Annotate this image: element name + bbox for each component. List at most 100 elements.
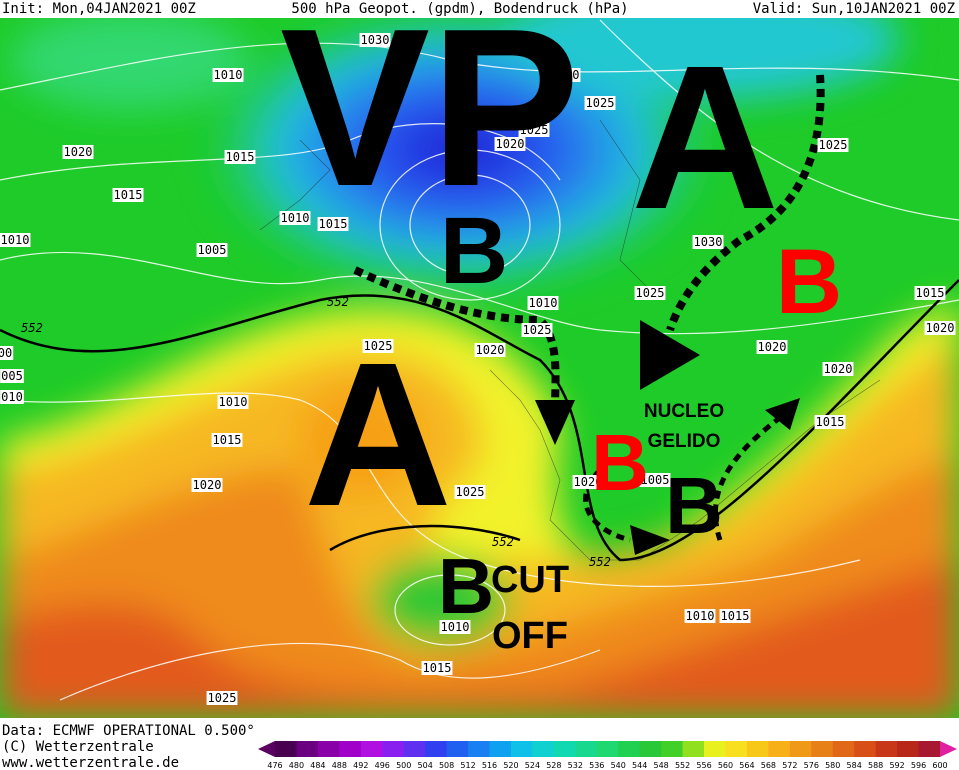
isobar-label-bg [206, 691, 238, 705]
isobar-label: 1020 [758, 340, 787, 354]
colorbar-label: 576 [804, 761, 819, 770]
colorbar-label: 524 [525, 761, 540, 770]
isobar-label-bg [684, 609, 716, 623]
colorbar-swatch [489, 741, 512, 757]
colorbar-swatch [510, 741, 533, 757]
isobar-label-bg [474, 343, 506, 357]
isobar-label-bg [639, 473, 671, 487]
colorbar-swatch [317, 741, 340, 757]
isobar-label-bg [212, 68, 244, 82]
isobar-label: 1025 [636, 286, 665, 300]
colorbar-swatch [682, 741, 705, 757]
colorbar-label: 484 [310, 761, 325, 770]
isobar-label-bg [359, 33, 391, 47]
annotation: VP [280, 0, 580, 233]
colorbar-label: 508 [439, 761, 454, 770]
colorbar-label: 512 [460, 761, 475, 770]
isobar-label-bg [191, 478, 223, 492]
colorbar-end [257, 741, 275, 757]
annotation: A [631, 23, 779, 252]
colorbar-label: 552 [675, 761, 690, 770]
isobar-label: 1020 [574, 475, 603, 489]
valid-time: Valid: Sun,10JAN2021 00Z [753, 1, 955, 17]
colorbar-label: 596 [911, 761, 926, 770]
colorbar-label: 584 [847, 761, 862, 770]
isobar-label-bg [692, 235, 724, 249]
data-source: Data: ECMWF OPERATIONAL 0.500° [2, 723, 255, 739]
isobar-label-bg [317, 217, 349, 231]
isobar-label-bg [217, 395, 249, 409]
colorbar-label: 540 [611, 761, 626, 770]
colorbar: 476 480 484 488 492 496 500 504 508 512 516 520 524 5… [257, 741, 957, 770]
colorbar-label: 544 [632, 761, 647, 770]
colorbar-label: 580 [825, 761, 840, 770]
colorbar-swatch [661, 741, 684, 757]
isobar-label: 1025 [456, 485, 485, 499]
colorbar-label: 560 [718, 761, 733, 770]
colorbar-label: 588 [868, 761, 883, 770]
isobar-label: 1030 [361, 33, 390, 47]
isobar-label: 1015 [114, 188, 143, 202]
isobar-label-bg [634, 286, 666, 300]
isobar-label: 1010 [529, 296, 558, 310]
colorbar-swatch [553, 741, 576, 757]
isobar-label: 1015 [916, 286, 945, 300]
colorbar-swatch [575, 741, 598, 757]
isobar-label: 1010 [219, 395, 248, 409]
colorbar-label: 532 [568, 761, 583, 770]
colorbar-label: 480 [289, 761, 304, 770]
isobar-label: 1030 [694, 235, 723, 249]
isobar-label: 005 [1, 369, 23, 383]
arrows [353, 74, 825, 543]
contour-label: 552 [589, 555, 611, 569]
isobar-label-bg [211, 433, 243, 447]
colorbar-swatch [875, 741, 898, 757]
isobar-label-bg [914, 286, 946, 300]
isobar-label-bg [549, 68, 581, 82]
arrow-heads [535, 320, 800, 555]
isobar-label: 1015 [226, 150, 255, 164]
annotation: A [304, 320, 452, 549]
contour-label: 552 [327, 295, 349, 309]
colorbar-swatch [639, 741, 662, 757]
colorbar-label: 592 [889, 761, 904, 770]
isobar-labels: 1030 1010 1020 1025 1025 1020 1020 1015 1025 1015… [0, 33, 956, 705]
isobar-label: 1010 [686, 609, 715, 623]
annotation: B [665, 461, 723, 550]
isobar-label: 1020 [193, 478, 222, 492]
isobar-label-bg [814, 415, 846, 429]
copyright: (C) Wetterzentrale [2, 739, 154, 755]
colorbar-swatch [425, 741, 448, 757]
annotation: OFF [492, 615, 568, 657]
isobar-label-bg [756, 340, 788, 354]
isobar-label: 1020 [824, 362, 853, 376]
colorbar-swatch [618, 741, 641, 757]
isobar-label: 1025 [523, 323, 552, 337]
isobar-label-bg [494, 137, 526, 151]
contour-label: 552 [492, 535, 514, 549]
colorbar-label: 528 [546, 761, 561, 770]
annotation: B [440, 198, 509, 304]
colorbar-swatch [918, 741, 941, 757]
isobar-label: 1005 [641, 473, 670, 487]
isobar-label: 1010 [214, 68, 243, 82]
colorbar-swatch [403, 741, 426, 757]
isobar-label: 1020 [926, 321, 955, 335]
colorbar-swatch [789, 741, 812, 757]
isobar-label-bg [719, 609, 751, 623]
colorbar-label: 500 [396, 761, 411, 770]
annotation: B [591, 418, 649, 507]
colorbar-swatch [725, 741, 748, 757]
isobar-label-bg [0, 369, 24, 383]
colorbar-label: 520 [503, 761, 518, 770]
isobar-label: 1025 [208, 691, 237, 705]
isobar-label-bg [454, 485, 486, 499]
isobar-label-bg [584, 96, 616, 110]
isobar-label-bg [196, 243, 228, 257]
isobar-label: 1015 [721, 609, 750, 623]
isobar-label: 00 [0, 346, 12, 360]
isobar-label: 1020 [496, 137, 525, 151]
isobar-label: 1015 [213, 433, 242, 447]
isobar-label: 1020 [64, 145, 93, 159]
